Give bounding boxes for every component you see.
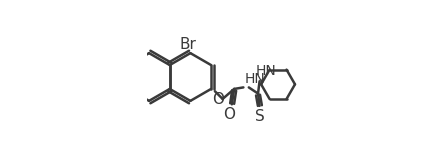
Text: S: S: [256, 109, 265, 124]
Text: Br: Br: [180, 37, 197, 52]
Text: HN: HN: [244, 72, 265, 86]
Text: O: O: [212, 92, 224, 107]
Text: HN: HN: [256, 64, 277, 78]
Text: O: O: [223, 107, 235, 122]
